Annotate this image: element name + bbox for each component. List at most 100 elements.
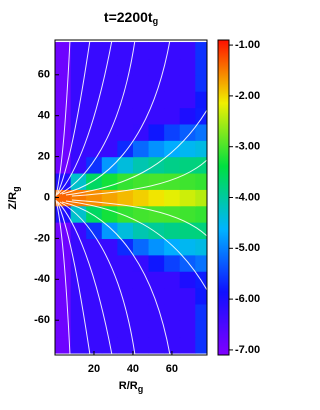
heat-cell (179, 189, 196, 207)
heat-cell (164, 336, 181, 354)
field-line (56, 40, 91, 196)
heat-cell (101, 238, 118, 256)
heat-cell (132, 222, 150, 240)
heat-cell (164, 156, 181, 174)
heat-cell (70, 107, 87, 125)
heat-cell (195, 303, 207, 321)
heat-cell (179, 320, 196, 338)
heat-cell (148, 222, 165, 240)
heat-cell (195, 254, 207, 272)
heat-cell (55, 74, 72, 92)
colorbar-tick-label: -4.00 (235, 191, 260, 203)
heat-cell (70, 287, 87, 305)
heat-cell (164, 271, 181, 289)
field-line (56, 200, 91, 355)
heat-cell (86, 320, 103, 338)
heat-cell (195, 140, 207, 158)
heat-cell (55, 271, 72, 289)
heat-cell (195, 238, 207, 256)
colorbar-tick-label: -1.00 (235, 39, 260, 51)
colorbar-tick-label: -3.00 (235, 141, 260, 153)
heat-cell (164, 205, 181, 223)
y-tick-label: -60 (34, 314, 50, 326)
heat-cell (55, 287, 72, 305)
heat-cell (164, 303, 181, 321)
heat-cell (179, 271, 196, 289)
heat-cell (164, 140, 181, 158)
heat-cell (195, 58, 207, 76)
heat-cell (70, 58, 87, 76)
colorbar (217, 39, 230, 356)
heat-cell (70, 336, 87, 354)
y-tick-label: 0 (44, 191, 50, 203)
colorbar-tick-label: -6.00 (235, 293, 260, 305)
heat-cell (195, 222, 207, 240)
heat-cell (179, 107, 196, 125)
heat-cell (101, 91, 118, 109)
heat-cell (101, 156, 118, 174)
heat-cell (195, 172, 207, 190)
heat-cell (117, 42, 134, 60)
heat-cell (70, 222, 87, 240)
heat-cell (132, 91, 150, 109)
heat-cell (179, 42, 196, 60)
heat-cell (148, 172, 165, 190)
heat-cell (101, 320, 118, 338)
heat-cell (117, 107, 134, 125)
heat-cell (179, 336, 196, 354)
heat-cell (86, 172, 103, 190)
heat-cell (86, 74, 103, 92)
y-tick-label: -40 (34, 273, 50, 285)
field-line (61, 201, 171, 355)
heat-cell (132, 205, 150, 223)
heat-cell (55, 320, 72, 338)
heat-cell (101, 303, 118, 321)
heat-cell (132, 303, 150, 321)
field-line (59, 201, 136, 355)
heat-cell (101, 74, 118, 92)
heat-cell (101, 107, 118, 125)
heat-cell (55, 303, 72, 321)
heat-cell (117, 189, 134, 207)
heat-cell (179, 123, 196, 141)
heat-cell (148, 189, 165, 207)
heat-cell (132, 287, 150, 305)
heat-cell (148, 336, 165, 354)
heat-cell (101, 172, 118, 190)
heat-cell (148, 303, 165, 321)
heat-cell (179, 58, 196, 76)
field-line (59, 40, 136, 195)
heat-cell (55, 123, 72, 141)
heat-cell (164, 222, 181, 240)
heat-cell (70, 172, 87, 190)
heat-cell (195, 320, 207, 338)
heat-cell (86, 58, 103, 76)
heat-cell (132, 172, 150, 190)
heat-cell (117, 172, 134, 190)
heat-cell (195, 107, 207, 125)
heat-cell (117, 140, 134, 158)
heat-cell (101, 205, 118, 223)
heat-cell (195, 123, 207, 141)
heat-cell (195, 271, 207, 289)
heat-cell (117, 222, 134, 240)
heat-cell (195, 74, 207, 92)
heat-cell (132, 74, 150, 92)
heat-cell (164, 254, 181, 272)
heat-cell (148, 140, 165, 158)
field-line (71, 199, 207, 237)
heatmap (55, 42, 207, 354)
heat-cell (195, 336, 207, 354)
heat-cell (148, 74, 165, 92)
heat-cell (195, 156, 207, 174)
heat-cell (101, 271, 118, 289)
heat-cell (179, 238, 196, 256)
heat-cell (132, 336, 150, 354)
heat-cell (117, 205, 134, 223)
field-line (65, 200, 207, 291)
heat-cell (117, 123, 134, 141)
heat-cell (164, 189, 181, 207)
heat-cell (101, 140, 118, 158)
heat-cell (164, 42, 181, 60)
heat-cell (148, 271, 165, 289)
